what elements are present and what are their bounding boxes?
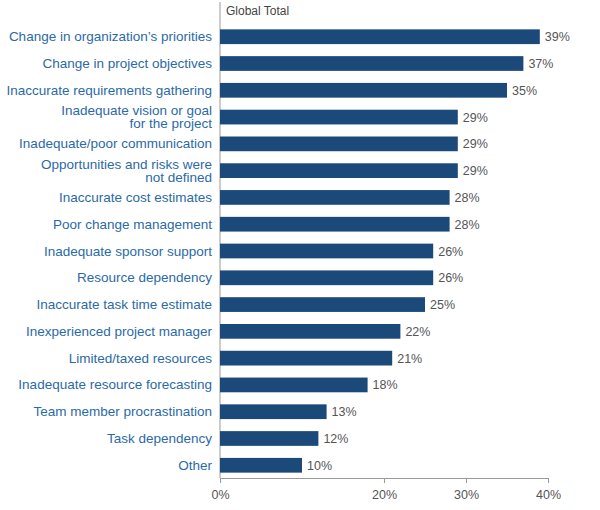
data-label: 35% <box>512 84 537 98</box>
tick-mark <box>548 478 549 483</box>
chart: Global Total Change in organization’s pri… <box>0 0 600 510</box>
bar <box>220 351 392 366</box>
tick-mark <box>384 478 385 483</box>
category-label: Resource dependency <box>77 270 212 285</box>
bar <box>220 324 400 339</box>
data-label: 37% <box>528 57 553 71</box>
data-label: 28% <box>455 191 480 205</box>
bar <box>220 404 327 419</box>
category-label: Change in organization’s priorities <box>9 29 212 44</box>
category-label: Inadequate resource forecasting <box>18 377 212 392</box>
data-label: 10% <box>307 459 332 473</box>
bar <box>220 458 302 473</box>
tick: 40% <box>536 478 561 502</box>
data-label: 29% <box>463 164 488 178</box>
category-label: Poor change management <box>53 217 212 232</box>
category-label: Inexperienced project manager <box>26 324 213 339</box>
bar <box>220 136 458 151</box>
category-label: Inaccurate cost estimates <box>59 190 212 205</box>
bar <box>220 431 318 446</box>
category-label: Other <box>178 458 212 473</box>
category-label: Team member procrastination <box>33 404 212 419</box>
category-label: Change in project objectives <box>42 56 212 71</box>
bar <box>220 83 507 98</box>
bars <box>220 29 540 472</box>
data-labels: 39% 37% 35% 29% 29% 29% 28% 28% 26% 26% 25%22% 21% 1… <box>307 30 570 473</box>
tick-mark <box>466 478 467 483</box>
header-rule <box>220 2 221 24</box>
category-label: Limited/taxed resources <box>69 351 213 366</box>
category-label: Inadequate vision or goalfor the project <box>61 103 212 131</box>
tick-label: 0% <box>211 488 229 502</box>
bar <box>220 270 433 285</box>
tick-mark <box>220 478 221 483</box>
tick: 0% <box>211 478 229 502</box>
data-label: 29% <box>463 111 488 125</box>
data-label: 12% <box>323 432 348 446</box>
data-label: 13% <box>332 405 357 419</box>
data-label: 18% <box>373 378 398 392</box>
data-label: 26% <box>438 271 463 285</box>
x-axis: 0% 20% 30% 40% <box>211 478 561 502</box>
data-label: 39% <box>545 30 570 44</box>
category-label: Task dependency <box>107 431 212 446</box>
data-label: 28% <box>455 218 480 232</box>
data-label: 22% <box>405 325 430 339</box>
bar <box>220 244 433 259</box>
category-label: Inadequate/poor communication <box>19 136 212 151</box>
bar <box>220 110 458 125</box>
tick: 30% <box>454 478 479 502</box>
category-labels: Change in organization’s priorities Chang… <box>6 29 212 473</box>
bar <box>220 29 540 44</box>
data-label: 25% <box>430 298 455 312</box>
data-label: 29% <box>463 137 488 151</box>
bar <box>220 217 450 232</box>
title: Global Total <box>226 4 289 18</box>
category-label: Inadequate sponsor support <box>44 244 212 259</box>
bar <box>220 378 368 393</box>
category-label: Opportunities and risks werenot defined <box>41 157 212 185</box>
tick-label: 30% <box>454 488 479 502</box>
bar <box>220 163 458 178</box>
category-label: Inaccurate task time estimate <box>36 297 212 312</box>
bar <box>220 297 425 312</box>
tick-label: 40% <box>536 488 561 502</box>
tick-label: 20% <box>372 488 397 502</box>
tick: 20% <box>372 478 397 502</box>
data-label: 21% <box>397 352 422 366</box>
data-label: 26% <box>438 245 463 259</box>
bar <box>220 56 523 71</box>
bar <box>220 190 450 205</box>
category-label: Inaccurate requirements gathering <box>6 83 212 98</box>
